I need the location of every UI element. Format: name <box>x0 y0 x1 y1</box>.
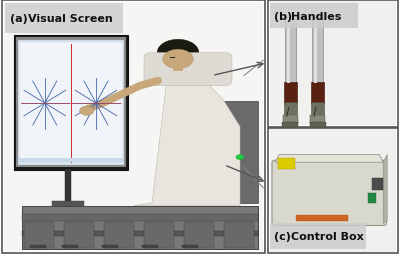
Bar <box>310 123 326 127</box>
Bar <box>285 15 296 84</box>
Circle shape <box>236 155 244 160</box>
Circle shape <box>157 40 199 67</box>
Bar <box>30 245 46 248</box>
Bar <box>142 245 158 248</box>
Bar <box>268 1 398 127</box>
Bar <box>270 4 358 29</box>
Text: Handles: Handles <box>291 11 342 22</box>
Bar <box>18 41 124 165</box>
Bar <box>24 222 54 248</box>
Text: (b): (b) <box>274 11 292 22</box>
Bar <box>22 215 258 221</box>
Circle shape <box>80 107 94 116</box>
Bar <box>19 158 123 163</box>
Bar <box>173 59 183 72</box>
Text: Control Box: Control Box <box>291 231 364 241</box>
Polygon shape <box>383 155 387 224</box>
Bar <box>4 3 263 251</box>
Bar <box>283 116 298 124</box>
Bar <box>22 231 258 236</box>
Bar <box>16 38 126 168</box>
Bar <box>282 123 298 127</box>
Bar <box>278 159 295 169</box>
Bar <box>287 15 290 84</box>
Bar <box>22 206 258 249</box>
Bar <box>19 43 123 163</box>
Bar <box>102 245 118 248</box>
Bar <box>184 222 214 248</box>
Bar <box>372 178 383 190</box>
Bar <box>268 128 398 253</box>
Bar <box>62 245 78 248</box>
Bar <box>224 222 254 248</box>
Polygon shape <box>275 155 383 163</box>
Bar <box>270 224 366 249</box>
Bar <box>284 103 297 117</box>
Bar <box>311 83 324 104</box>
Bar <box>65 169 71 203</box>
Polygon shape <box>134 71 240 206</box>
Circle shape <box>163 50 193 69</box>
Bar <box>310 116 325 124</box>
Bar <box>182 245 198 248</box>
Text: Visual Screen: Visual Screen <box>28 14 113 24</box>
Bar <box>312 15 323 84</box>
Bar <box>52 201 84 208</box>
Text: (c): (c) <box>274 231 291 241</box>
Text: (a): (a) <box>10 14 28 24</box>
Bar <box>270 2 396 126</box>
Bar <box>14 36 128 170</box>
FancyBboxPatch shape <box>144 53 232 86</box>
Bar <box>224 102 258 203</box>
Bar <box>64 222 94 248</box>
Bar <box>314 15 317 84</box>
Bar <box>311 103 324 117</box>
FancyBboxPatch shape <box>272 161 386 226</box>
Bar <box>368 193 376 203</box>
Bar <box>270 129 396 252</box>
Bar <box>296 215 348 221</box>
Bar <box>2 1 265 253</box>
Bar <box>104 222 134 248</box>
Bar <box>284 83 297 104</box>
Bar <box>144 222 174 248</box>
Bar <box>5 4 123 34</box>
